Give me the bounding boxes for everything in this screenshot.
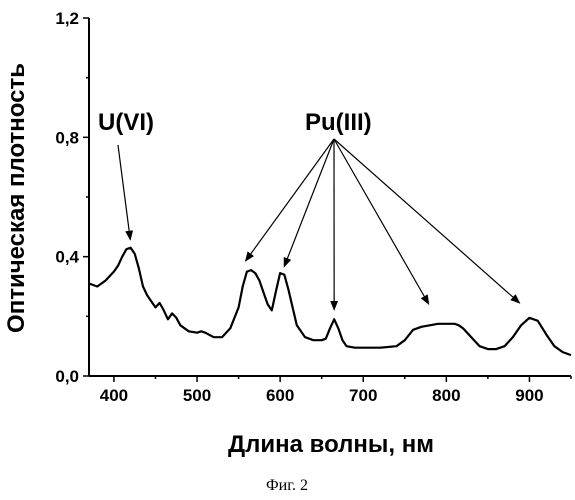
annotation-arrow xyxy=(284,139,334,267)
annotation-label: Pu(III) xyxy=(305,109,372,136)
annotation-arrow xyxy=(118,145,130,240)
x-tick-label: 900 xyxy=(515,386,543,405)
x-tick-label: 700 xyxy=(349,386,377,405)
annotation-arrow xyxy=(334,139,520,303)
annotation-label: U(VI) xyxy=(98,109,154,136)
y-tick-label: 0,8 xyxy=(55,128,79,147)
annotations: U(VI) Pu(III) xyxy=(98,109,520,310)
series xyxy=(89,248,571,355)
y-tick-label: 0,0 xyxy=(55,367,79,386)
y-tick-label: 1,2 xyxy=(55,9,79,28)
figure-caption: Фиг. 2 xyxy=(266,477,308,494)
x-tick-label: 800 xyxy=(432,386,460,405)
annotation-arrow xyxy=(334,139,429,304)
y-axis-title: Оптическая плотность xyxy=(3,63,30,333)
axes: 400 500 600 700 800 900 0,0 0,4 0,8 1,2 xyxy=(55,9,571,405)
spectrum-line xyxy=(89,248,571,355)
x-tick-label: 600 xyxy=(266,386,294,405)
x-tick-label: 400 xyxy=(100,386,128,405)
annotation-arrow xyxy=(246,139,334,261)
x-tick-label: 500 xyxy=(183,386,211,405)
x-axis-title: Длина волны, нм xyxy=(228,431,434,458)
y-tick-label: 0,4 xyxy=(55,248,79,267)
